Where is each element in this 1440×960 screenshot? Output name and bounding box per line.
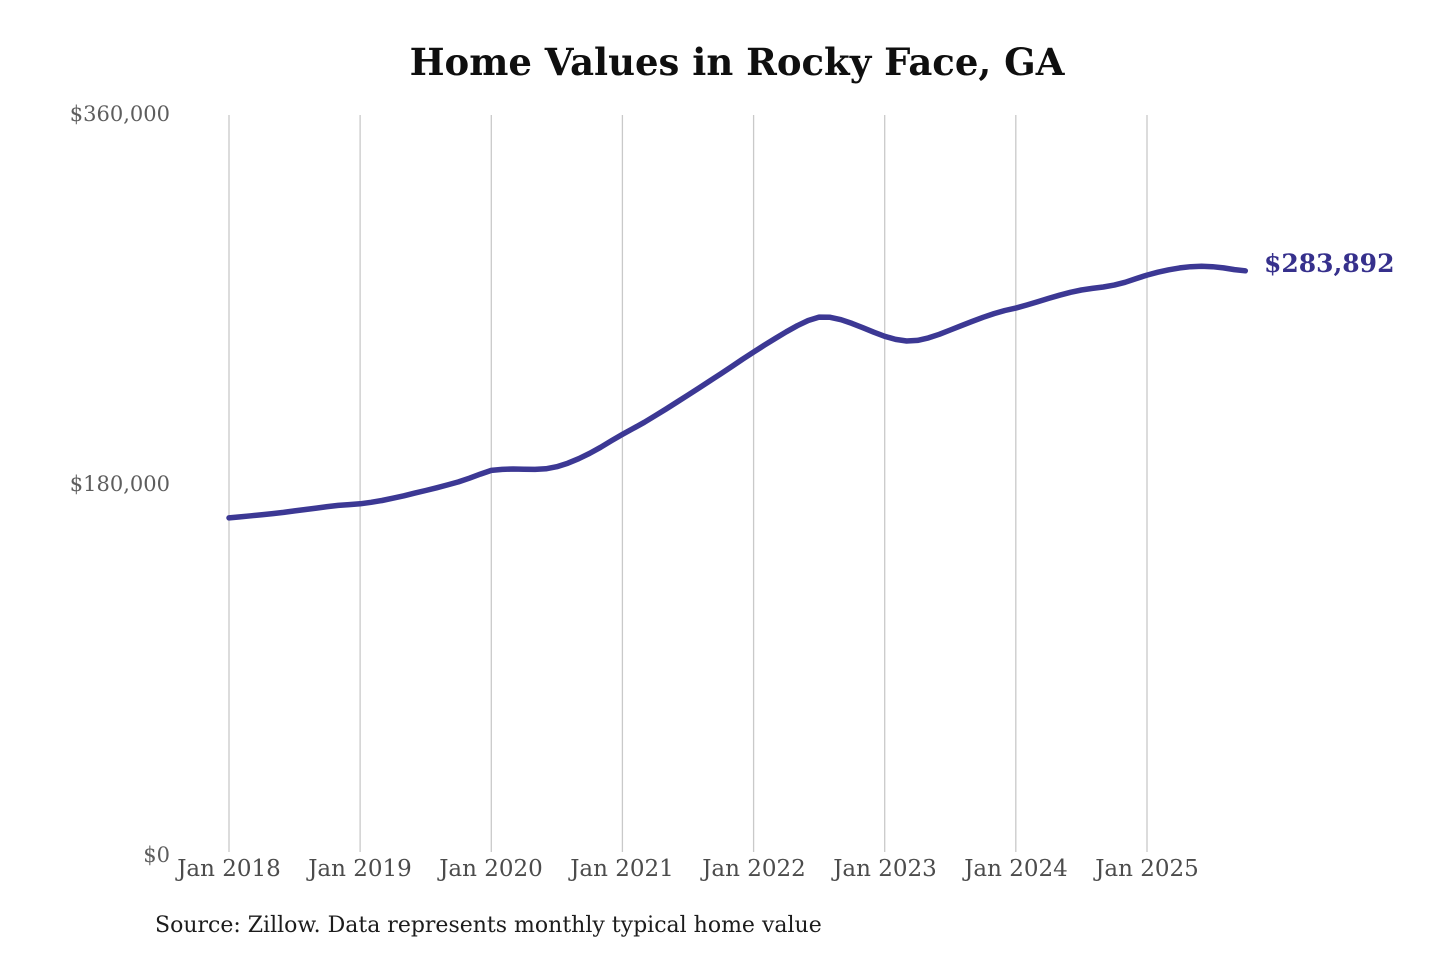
y-axis-tick-360000: $360,000 (69, 102, 170, 126)
year-gridlines (228, 115, 1148, 852)
latest-value-label: $283,892 (1264, 249, 1395, 278)
x-axis-tick-jan-2022: Jan 2022 (702, 856, 806, 882)
x-axis-tick-jan-2018: Jan 2018 (177, 856, 281, 882)
x-axis-tick-jan-2019: Jan 2019 (308, 856, 412, 882)
y-axis-tick-180000: $180,000 (69, 472, 170, 496)
chart-title: Home Values in Rocky Face, GA (409, 40, 1065, 84)
x-axis-tick-jan-2025: Jan 2025 (1095, 856, 1199, 882)
x-axis-tick-jan-2023: Jan 2023 (833, 856, 937, 882)
x-axis-tick-jan-2024: Jan 2024 (964, 856, 1068, 882)
y-axis-tick-0: $0 (143, 843, 170, 867)
x-axis-tick-jan-2021: Jan 2021 (570, 856, 674, 882)
home-value-trend-line (226, 263, 1249, 521)
source-note: Source: Zillow. Data represents monthly … (155, 913, 822, 938)
x-axis-tick-jan-2020: Jan 2020 (439, 856, 543, 882)
